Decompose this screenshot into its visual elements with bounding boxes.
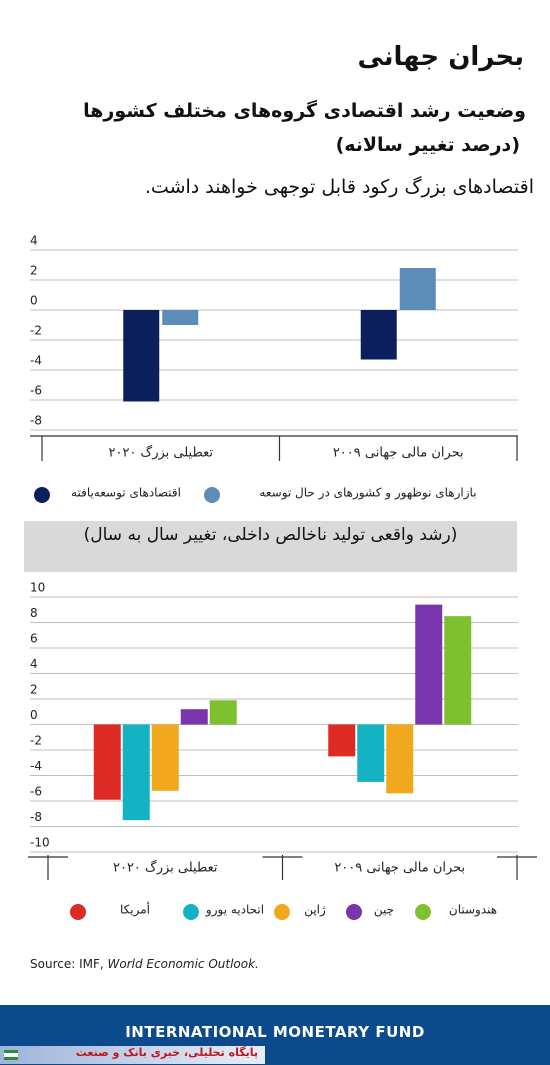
y-tick-label: 2 xyxy=(30,683,38,697)
y-tick-label: -2 xyxy=(30,734,42,748)
y-tick-label: 4 xyxy=(30,657,38,671)
source: Source: IMF, World Economic Outlook. xyxy=(30,957,259,971)
legend-marker xyxy=(204,487,220,503)
legend-marker xyxy=(415,904,431,920)
source-title: World Economic Outlook. xyxy=(107,957,259,971)
legend-label: اقتصادهای توسعه‌یافته xyxy=(71,486,181,501)
legend-label: اتحادیه یورو xyxy=(205,903,264,918)
legend-marker xyxy=(70,904,86,920)
legend-label: هندوستان xyxy=(449,903,497,918)
bar xyxy=(360,310,397,360)
footer-org: INTERNATIONAL MONETARY FUND xyxy=(125,1023,425,1041)
legend-label: بازارهای نوظهور و کشورهای در حال توسعه xyxy=(259,486,476,501)
subtitle: وضعیت رشد اقتصادی گروه‌های مختلف کشورها xyxy=(83,100,526,122)
y-tick-label: 2 xyxy=(30,264,38,278)
legend-label: ژاپن xyxy=(304,903,326,918)
bar xyxy=(93,724,121,800)
chart-title-box xyxy=(24,521,517,572)
bar xyxy=(180,709,208,725)
x-tick-label: بحران مالی جهانی ۲۰۰۹ xyxy=(334,861,465,876)
legend-marker xyxy=(274,904,290,920)
y-tick-label: 6 xyxy=(30,632,38,646)
y-tick-label: -6 xyxy=(30,384,42,398)
x-tick-label: بحران مالی جهانی ۲۰۰۹ xyxy=(333,446,464,461)
bar xyxy=(357,724,385,782)
y-tick-label: -8 xyxy=(30,810,42,824)
watermark-bar xyxy=(0,1046,265,1064)
legend-marker xyxy=(34,487,50,503)
y-tick-label: 4 xyxy=(30,234,38,248)
y-tick-label: -10 xyxy=(30,836,50,850)
y-tick-label: -8 xyxy=(30,414,42,428)
y-tick-label: 0 xyxy=(30,708,38,722)
chart-title: (رشد واقعی تولید ناخالص داخلی، تغییر سال… xyxy=(83,525,458,545)
bar xyxy=(328,724,356,757)
bar xyxy=(209,700,237,725)
y-tick-label: -2 xyxy=(30,324,42,338)
flag-icon xyxy=(4,1053,18,1057)
bar xyxy=(399,268,436,310)
y-tick-label: 10 xyxy=(30,581,45,595)
bar xyxy=(386,724,414,794)
y-tick-label: -4 xyxy=(30,354,42,368)
y-tick-label: -6 xyxy=(30,785,42,799)
legend-marker xyxy=(346,904,362,920)
y-tick-label: 0 xyxy=(30,294,38,308)
bar xyxy=(415,604,443,725)
y-tick-label: 8 xyxy=(30,606,38,620)
legend-label: چین xyxy=(374,903,394,918)
bar xyxy=(122,724,150,821)
bar xyxy=(444,616,472,725)
y-tick-label: -4 xyxy=(30,759,42,773)
bar xyxy=(151,724,179,791)
x-tick-label: تعطیلی بزرگ ۲۰۲۰ xyxy=(108,444,213,461)
watermark: پایگاه تحلیلی، خبری بانک و صنعت xyxy=(75,1046,258,1059)
bar xyxy=(162,310,199,325)
legend-label: أمریکا xyxy=(120,902,150,918)
x-tick-label: تعطیلی بزرگ ۲۰۲۰ xyxy=(113,859,218,876)
source-prefix: Source: IMF, xyxy=(30,957,104,971)
legend-marker xyxy=(183,904,199,920)
subtitle-unit: (درصد تغییر سالانه) xyxy=(335,134,520,156)
page-title: بحران جهانی xyxy=(357,42,524,72)
lead-text: اقتصادهای بزرگ رکود قابل توجهی خواهند دا… xyxy=(144,176,534,198)
bar xyxy=(123,310,160,402)
